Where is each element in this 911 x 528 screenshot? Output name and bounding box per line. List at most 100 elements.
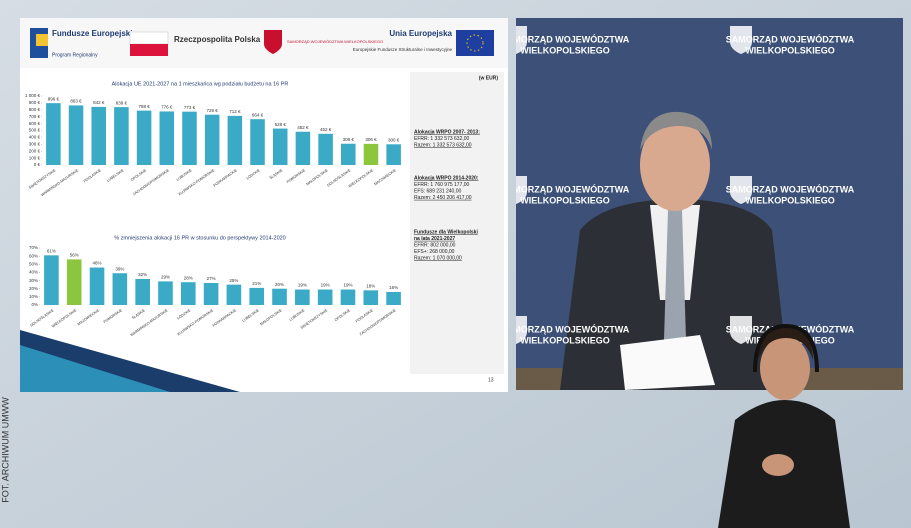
ue-title: Unia Europejska <box>389 29 452 38</box>
bar <box>204 283 219 305</box>
value-label: 20% <box>275 282 284 287</box>
y-tick-label: 10% <box>29 294 38 299</box>
interpreter-hands <box>762 454 794 476</box>
bar <box>135 279 150 305</box>
side-note: EFRR: 1 760 975 177,00 <box>414 182 470 188</box>
y-tick-label: 30% <box>29 278 38 283</box>
value-label: 32% <box>138 272 147 277</box>
bar <box>318 134 333 165</box>
side-note: EFS+: 268 000,00 <box>414 249 455 255</box>
bar <box>272 289 287 305</box>
bar <box>249 288 264 305</box>
value-label: 16% <box>389 285 398 290</box>
side-note: Alokacja WRPO 2007- 2013: <box>414 129 480 135</box>
bar <box>160 111 175 165</box>
value-label: 306 € <box>365 137 377 142</box>
value-label: 528 € <box>275 122 287 127</box>
bar <box>228 116 243 165</box>
y-tick-label: 300 € <box>29 141 41 146</box>
value-label: 300 € <box>388 137 400 142</box>
eu-flag <box>456 30 494 56</box>
y-tick-label: 1 000 € <box>25 93 41 98</box>
bar <box>67 259 82 305</box>
value-label: 773 € <box>184 105 196 110</box>
bar <box>69 105 84 165</box>
bar <box>182 112 197 165</box>
value-label: 839 € <box>116 100 128 105</box>
side-note: EFRR: 802 000,00 <box>414 242 456 248</box>
bar <box>137 111 152 165</box>
value-label: 21% <box>252 281 261 286</box>
y-tick-label: 70% <box>29 245 38 250</box>
unit-label: (w EUR) <box>479 75 499 81</box>
y-tick-label: 100 € <box>29 155 41 160</box>
backdrop-text: WIELKOPOLSKIEGO <box>520 45 610 55</box>
y-tick-label: 600 € <box>29 121 41 126</box>
value-label: 788 € <box>138 104 150 109</box>
value-label: 776 € <box>161 105 173 110</box>
side-note: Razem: 1 070 000,00 <box>414 255 462 261</box>
bar <box>318 290 333 305</box>
value-label: 29% <box>161 275 170 280</box>
side-note: Razem: 2 450 206 417,00 <box>414 195 472 201</box>
value-label: 664 € <box>252 112 264 117</box>
value-label: 56% <box>70 253 79 258</box>
y-tick-label: 800 € <box>29 107 41 112</box>
page-number: 13 <box>488 377 494 383</box>
photo-credit: FOT. ARCHIWUM UMWW <box>0 397 10 503</box>
bar <box>295 290 310 305</box>
bar <box>386 144 401 165</box>
y-tick-label: 500 € <box>29 128 41 133</box>
ue-subtitle: Europejskie Fundusze Strukturalne i Inwe… <box>353 47 453 52</box>
chart-title: % zmniejszenia alokacji 16 PR w stosunku… <box>114 235 286 241</box>
bar <box>364 144 379 165</box>
y-tick-label: 400 € <box>29 135 41 140</box>
backdrop-text: WIELKOPOLSKIEGO <box>745 45 835 55</box>
papers <box>620 335 715 390</box>
bar <box>273 129 288 165</box>
side-note: Alokacja WRPO 2014-2020: <box>414 175 479 181</box>
value-label: 308 € <box>343 137 355 142</box>
bar <box>205 115 220 165</box>
bar <box>46 103 61 165</box>
value-label: 19% <box>343 283 352 288</box>
bar <box>250 119 265 165</box>
y-tick-label: 900 € <box>29 100 41 105</box>
value-label: 46% <box>93 261 102 266</box>
fe-logo-star <box>36 34 48 46</box>
bar <box>386 292 401 305</box>
value-label: 39% <box>115 266 124 271</box>
bar <box>341 290 356 305</box>
bar <box>181 282 196 305</box>
bar <box>91 107 106 165</box>
bar <box>158 281 173 305</box>
interpreter-head <box>760 336 810 400</box>
value-label: 27% <box>207 276 216 281</box>
bar <box>296 132 311 165</box>
backdrop-text: WIELKOPOLSKIEGO <box>520 195 610 205</box>
value-label: 19% <box>298 283 307 288</box>
fe-subtitle: Program Regionalny <box>52 52 98 58</box>
bar <box>44 255 59 305</box>
screen: FOT. ARCHIWUM UMWW Fundusze Europejskie … <box>0 0 911 528</box>
value-label: 452 € <box>320 127 332 132</box>
value-label: 28% <box>184 275 193 280</box>
bar <box>363 290 378 305</box>
value-label: 863 € <box>70 99 82 104</box>
value-label: 896 € <box>48 96 60 101</box>
side-note: EFS: 689 231 240,00 <box>414 188 461 194</box>
y-tick-label: 20% <box>29 286 38 291</box>
pl-flag-white <box>130 32 168 44</box>
y-tick-label: 60% <box>29 253 38 258</box>
side-note: na lata 2021-2027 <box>414 236 455 242</box>
y-tick-label: 0% <box>31 302 38 307</box>
bar <box>90 268 105 305</box>
value-label: 729 € <box>207 108 219 113</box>
chart-title: Alokacja UE 2021-2027 na 1 mieszkańca wg… <box>112 81 289 87</box>
value-label: 25% <box>229 278 238 283</box>
bar <box>227 285 242 305</box>
value-label: 842 € <box>93 100 105 105</box>
bar <box>114 107 129 165</box>
rp-logo-text: Rzeczpospolita Polska <box>174 35 261 44</box>
sw-logo-text: SAMORZĄD WOJEWÓDZTWA WIELKOPOLSKIEGO <box>287 39 383 44</box>
